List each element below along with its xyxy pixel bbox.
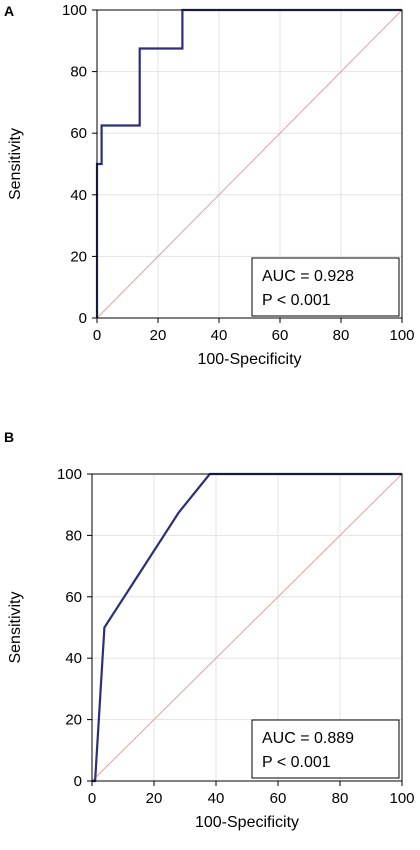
stats-box-border-b xyxy=(251,719,400,779)
y-tick-label: 80 xyxy=(70,64,87,81)
stats-box-border-a xyxy=(251,257,400,317)
auc-annotation-b: AUC = 0.889 xyxy=(262,730,354,747)
ticks-b: 0 20 40 60 80 100 0 20 40 60 80 100 xyxy=(57,466,415,807)
y-tick-label: 60 xyxy=(65,589,82,606)
y-tick-label: 80 xyxy=(65,527,82,544)
roc-panel-a: A 0 20 40 60 80 100 0 20 40 60 80 100 Sensitivity 1… xyxy=(4,2,415,368)
y-tick-label: 100 xyxy=(62,2,87,19)
roc-panel-b: B 0 20 40 60 80 100 0 20 40 60 80 100 Sensitivity 1… xyxy=(4,429,415,831)
plot-frame-b xyxy=(91,473,403,782)
y-tick-label: 20 xyxy=(70,248,87,265)
reference-diagonal xyxy=(96,9,403,319)
stats-box-b: AUC = 0.889 P < 0.001 xyxy=(251,719,400,779)
y-tick-label: 40 xyxy=(70,187,87,204)
y-tick-label: 0 xyxy=(74,773,82,790)
x-tick-label: 100 xyxy=(389,790,414,807)
y-tick-label: 100 xyxy=(57,466,82,483)
x-tick-label: 60 xyxy=(270,790,287,807)
ticks-a: 0 20 40 60 80 100 0 20 40 60 80 100 xyxy=(62,2,415,344)
x-tick-label: 80 xyxy=(332,790,349,807)
x-tick-label: 80 xyxy=(333,327,350,344)
x-tick-label: 0 xyxy=(88,790,96,807)
x-tick-label: 20 xyxy=(150,327,167,344)
y-tick-label: 0 xyxy=(79,310,87,327)
x-tick-label: 20 xyxy=(146,790,163,807)
x-axis-label-a: 100-Specificity xyxy=(197,351,301,368)
x-tick-label: 60 xyxy=(272,327,289,344)
plot-frame-a xyxy=(96,9,403,319)
x-tick-label: 0 xyxy=(93,327,101,344)
y-axis-label-b: Sensitivity xyxy=(7,591,24,663)
panel-label-b: B xyxy=(4,429,14,445)
x-axis-label-b: 100-Specificity xyxy=(195,814,299,831)
y-axis-label-a: Sensitivity xyxy=(7,128,24,200)
auc-annotation-a: AUC = 0.928 xyxy=(262,268,354,285)
x-tick-label: 40 xyxy=(208,790,225,807)
y-tick-label: 40 xyxy=(65,650,82,667)
p-value-annotation-a: P < 0.001 xyxy=(262,292,331,309)
stats-box-a: AUC = 0.928 P < 0.001 xyxy=(251,257,400,317)
x-tick-label: 40 xyxy=(211,327,228,344)
reference-line-a xyxy=(96,9,403,319)
x-tick-label: 100 xyxy=(389,327,414,344)
y-tick-label: 20 xyxy=(65,712,82,729)
reference-line-b xyxy=(91,473,403,782)
panel-label-a: A xyxy=(4,3,14,19)
y-tick-label: 60 xyxy=(70,125,87,142)
reference-diagonal xyxy=(91,473,403,782)
p-value-annotation-b: P < 0.001 xyxy=(262,754,331,771)
